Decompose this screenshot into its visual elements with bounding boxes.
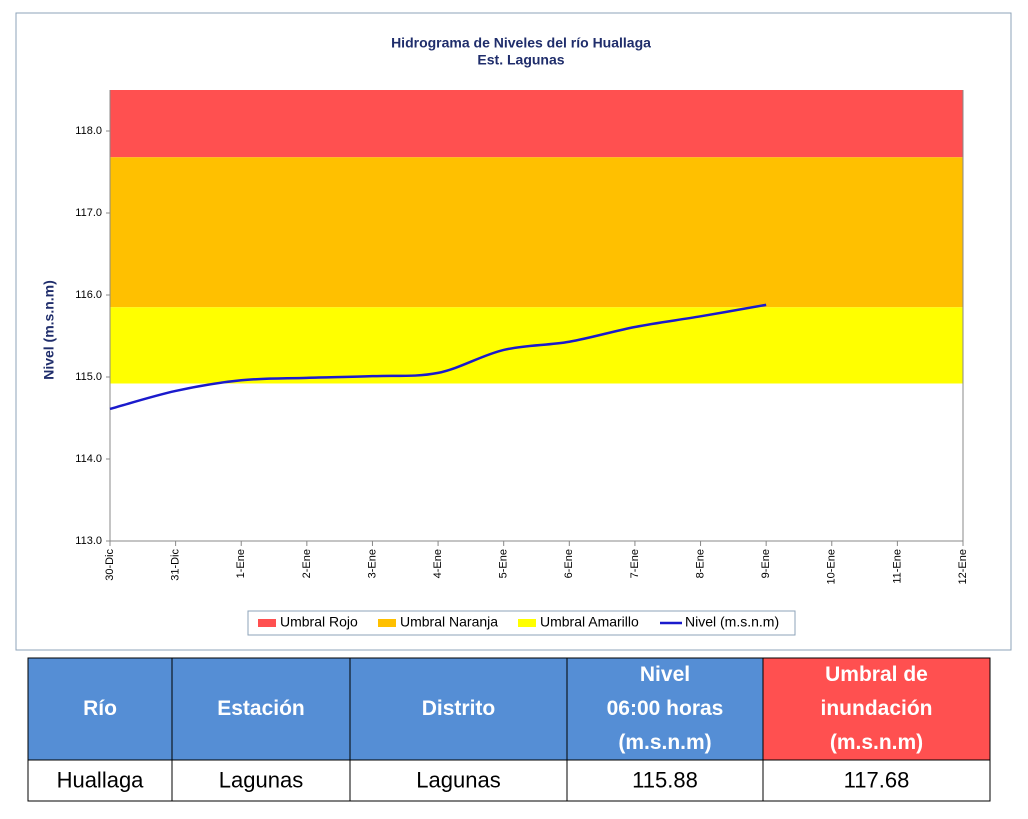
level-line	[109, 303, 767, 411]
header-text: Umbral de inundación (m.s.n.m)	[821, 663, 933, 754]
header-text: Río	[83, 697, 117, 720]
x-tick-label: 2-Ene	[301, 549, 313, 578]
cell-text: 115.88	[632, 767, 698, 792]
threshold-band	[110, 157, 963, 308]
x-tick-label: 4-Ene	[432, 549, 444, 578]
y-tick-label: 114.0	[75, 453, 102, 465]
legend-label: Umbral Amarillo	[540, 614, 639, 630]
threshold-band	[110, 90, 963, 158]
cell-text: Lagunas	[219, 767, 303, 792]
x-tick-label: 6-Ene	[563, 549, 575, 578]
x-tick-label: 1-Ene	[235, 549, 247, 578]
header-text: Nivel 06:00 horas (m.s.n.m)	[607, 663, 724, 754]
y-tick-label: 115.0	[75, 371, 102, 383]
cell	[171, 759, 351, 802]
legend-label: Umbral Rojo	[280, 614, 358, 630]
cell-text: Lagunas	[416, 767, 500, 792]
x-tick-label: 8-Ene	[694, 549, 706, 578]
header-cell	[349, 657, 568, 761]
cell-text: Huallaga	[57, 767, 145, 792]
x-tick-label: 7-Ene	[629, 549, 641, 578]
y-axis-label: Nivel (m.s.n.m)	[41, 280, 57, 380]
x-tick-label: 31-Dic	[170, 549, 182, 581]
legend-swatch	[258, 619, 276, 627]
x-tick-label: 9-Ene	[760, 549, 772, 578]
cell	[762, 759, 991, 802]
header-cell	[171, 657, 351, 761]
x-tick-label: 5-Ene	[498, 549, 510, 578]
chart-title: Hidrograma de Niveles del río Huallaga	[391, 35, 651, 51]
legend-label: Umbral Naranja	[400, 614, 498, 630]
header-cell	[566, 657, 764, 761]
header-cell	[762, 657, 991, 761]
legend-swatch	[378, 619, 396, 627]
y-tick-label: 118.0	[75, 125, 102, 137]
x-tick-label: 11-Ene	[891, 549, 903, 584]
x-tick-label: 30-Dic	[104, 549, 116, 581]
header-text: Distrito	[422, 697, 496, 720]
y-tick-label: 113.0	[75, 535, 102, 547]
cell	[566, 759, 764, 802]
x-tick-label: 10-Ene	[826, 549, 838, 584]
cell	[27, 759, 173, 802]
y-tick-label: 116.0	[75, 289, 102, 301]
header-text: Estación	[217, 697, 305, 720]
legend-swatch	[518, 619, 536, 627]
legend-label: Nivel (m.s.n.m)	[685, 614, 779, 630]
x-tick-label: 12-Ene	[957, 549, 969, 584]
y-tick-label: 117.0	[75, 207, 102, 219]
x-tick-label: 3-Ene	[366, 549, 378, 578]
chart-subtitle: Est. Lagunas	[477, 52, 564, 68]
cell-text: 117.68	[844, 767, 910, 792]
cell	[349, 759, 568, 802]
